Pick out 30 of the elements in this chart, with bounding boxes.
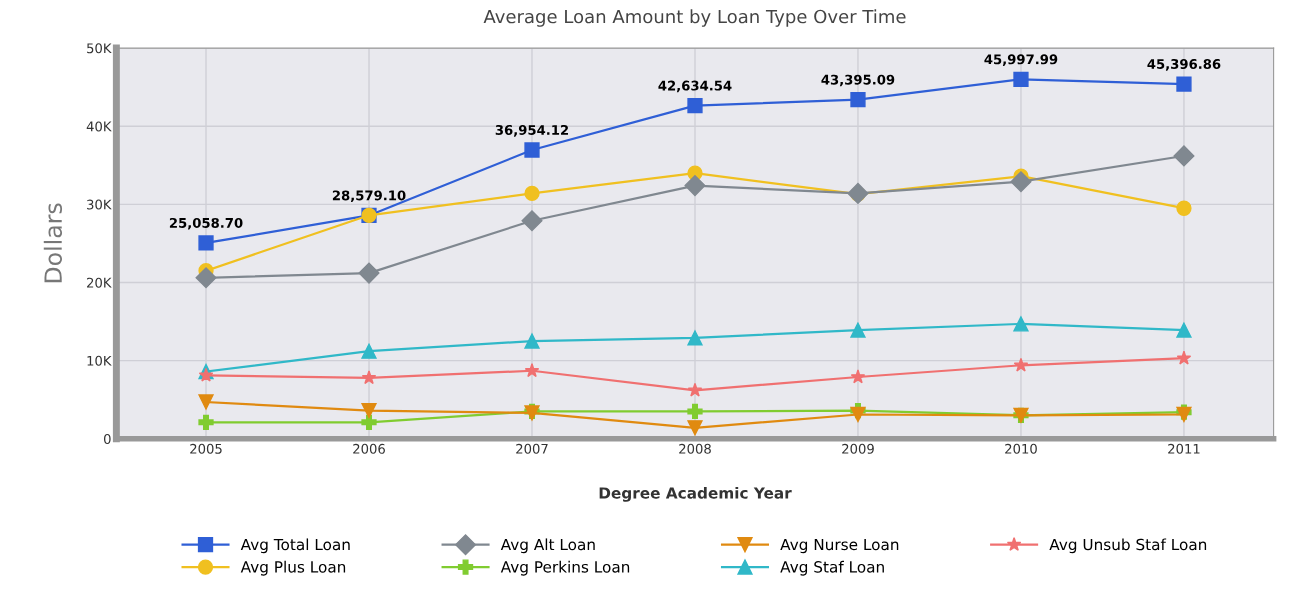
data-label: 45,396.86 — [1147, 59, 1221, 71]
y-tick-label: 0 — [103, 433, 111, 444]
x-tick-label: 2008 — [679, 443, 711, 454]
legend-label: Avg Nurse Loan — [780, 538, 899, 554]
data-label: 45,997.99 — [984, 54, 1058, 66]
chart-title: Average Loan Amount by Loan Type Over Time — [483, 9, 906, 27]
x-tick-label: 2011 — [1168, 443, 1200, 454]
x-tick-label: 2007 — [516, 443, 548, 454]
data-label: 25,058.70 — [169, 217, 243, 230]
data-label: 43,395.09 — [821, 74, 895, 87]
y-tick-label: 50K — [87, 43, 112, 54]
y-axis-title: Dollars — [43, 203, 63, 283]
legend-label: Avg Staf Loan — [780, 560, 884, 576]
x-tick-label: 2006 — [353, 443, 385, 454]
y-tick-label: 40K — [86, 121, 112, 132]
x-axis-title: Degree Academic Year — [599, 486, 792, 502]
y-tick-label: 20K — [87, 277, 112, 288]
x-tick-label: 2010 — [1005, 443, 1037, 454]
legend-label: Avg Unsub Staf Loan — [1049, 538, 1207, 554]
legend-label: Avg Perkins Loan — [500, 560, 630, 576]
legend-label: Avg Alt Loan — [500, 538, 595, 554]
data-label: 28,579.10 — [332, 190, 406, 203]
x-tick-label: 2005 — [190, 443, 222, 454]
y-tick-label: 10K — [87, 355, 112, 366]
data-label: 36,954.12 — [495, 124, 568, 137]
y-tick-label: 30K — [87, 199, 112, 210]
data-label: 42,634.54 — [658, 80, 732, 93]
legend-label: Avg Total Loan — [240, 538, 350, 554]
x-tick-label: 2009 — [842, 443, 874, 454]
legend-label: Avg Plus Loan — [240, 560, 346, 576]
